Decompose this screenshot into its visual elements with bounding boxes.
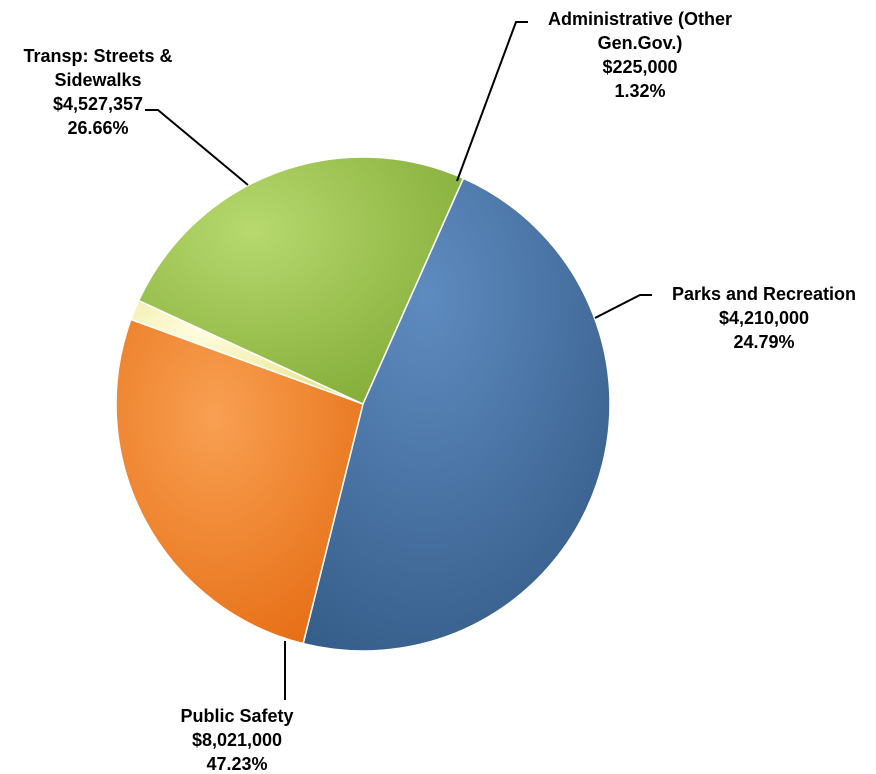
data-label-line: $8,021,000 — [192, 730, 282, 750]
data-label-line: 1.32% — [614, 81, 665, 101]
data-label-line: Transp: Streets & — [23, 46, 172, 66]
data-label-line: $4,210,000 — [719, 308, 809, 328]
leader-line-administrative — [456, 21, 528, 182]
data-label-line: Administrative (Other — [548, 9, 732, 29]
pie-slice-transp-streets-sidewalks — [115, 318, 364, 645]
data-label-line: Sidewalks — [54, 70, 141, 90]
data-label-line: Parks and Recreation — [672, 284, 856, 304]
leader-line-parks-and-recreation — [594, 294, 652, 319]
data-label-line: $225,000 — [602, 57, 677, 77]
data-label-administrative: Administrative (Other Gen.Gov.) $225,000 1.… — [548, 9, 732, 101]
data-label-public-safety: Public Safety $8,021,000 47.23% — [180, 706, 293, 774]
pie-slice-public-safety — [302, 177, 611, 652]
data-label-line: Public Safety — [180, 706, 293, 726]
leader-line-transp-streets-sidewalks — [145, 109, 249, 186]
data-label-line: 26.66% — [67, 118, 128, 138]
data-label-line: 24.79% — [733, 332, 794, 352]
data-label-transp-streets-sidewalks: Transp: Streets & Sidewalks $4,527,357 26.6… — [23, 46, 172, 138]
data-label-line: 47.23% — [206, 754, 267, 774]
pie-slice-parks-and-recreation — [137, 156, 465, 405]
data-label-line: Gen.Gov.) — [598, 33, 683, 53]
data-label-line: $4,527,357 — [53, 94, 143, 114]
data-label-parks-and-recreation: Parks and Recreation $4,210,000 24.79% — [672, 284, 856, 352]
